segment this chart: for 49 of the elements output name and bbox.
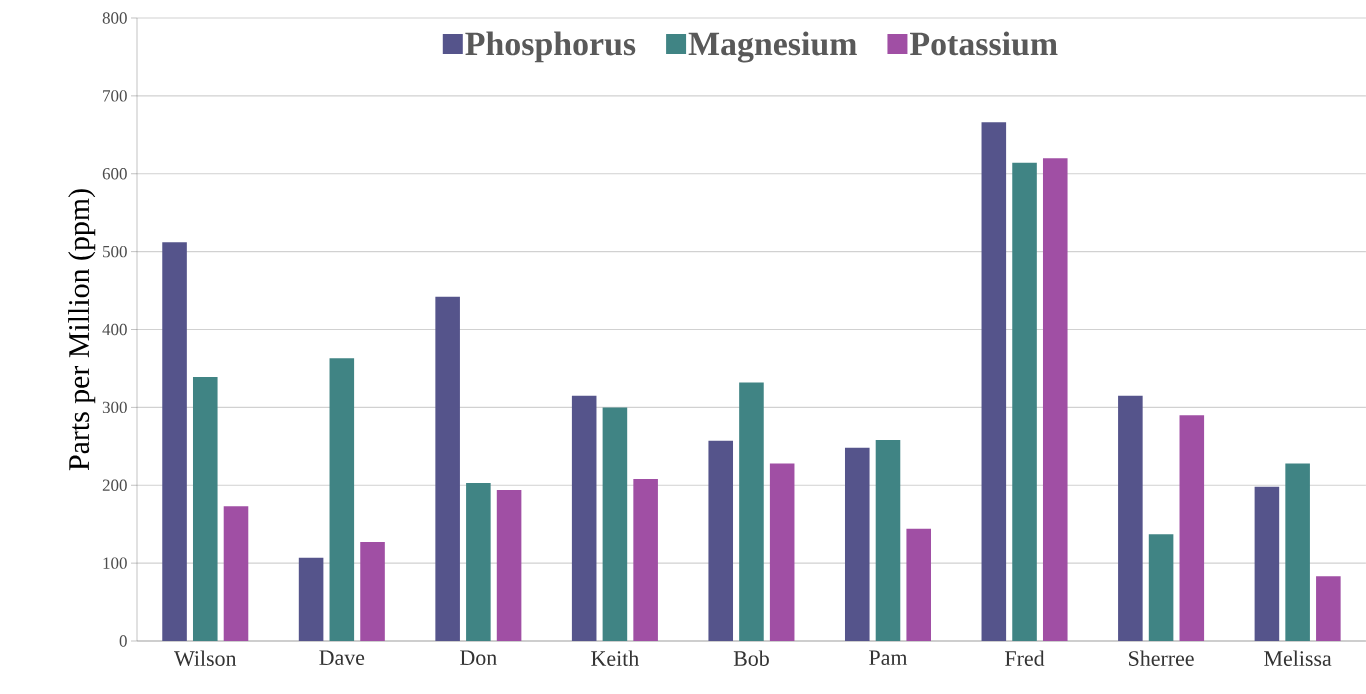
bar [466, 482, 491, 641]
bar [1179, 415, 1205, 641]
bar [633, 479, 658, 641]
y-tick-label: 400 [102, 323, 127, 336]
x-tick-label: Dave [319, 650, 365, 666]
bar [769, 463, 795, 641]
legend-label: Potassium [910, 31, 1058, 56]
legend-label: Magnesium [688, 31, 857, 63]
bar [1042, 158, 1068, 641]
bar [1012, 162, 1037, 641]
y-tick-label: 600 [102, 168, 127, 180]
legend-label: Phosphorus [465, 31, 636, 63]
bar [329, 358, 355, 641]
y-tick-label: 800 [102, 12, 127, 24]
bar [298, 557, 324, 641]
bar [1285, 463, 1310, 641]
x-tick-label: Don [460, 650, 497, 666]
bar [1148, 534, 1174, 641]
y-tick-label: 700 [103, 90, 127, 102]
bar [571, 395, 597, 641]
bar [192, 377, 218, 641]
bar [435, 296, 460, 641]
y-tick-label: 0 [119, 635, 127, 647]
x-tick-label: Melissa [1264, 650, 1332, 666]
x-tick-label: Fred [1005, 650, 1045, 666]
y-tick-label: 500 [103, 245, 127, 258]
bar [1316, 576, 1341, 641]
y-axis-title: Parts per Million (ppm) [68, 189, 96, 471]
bar [875, 440, 901, 641]
y-tick-label: 300 [102, 401, 127, 414]
bar [496, 489, 522, 641]
bar [1118, 395, 1143, 641]
bar [906, 528, 931, 641]
bar [602, 407, 628, 641]
bar [708, 440, 734, 641]
bar [223, 506, 249, 641]
x-tick-label: Keith [591, 650, 639, 666]
bar [1254, 486, 1280, 641]
bar [739, 382, 764, 641]
x-tick-label: Wilson [174, 650, 237, 667]
y-tick-label: 100 [103, 557, 127, 569]
x-tick-label: Sherree [1129, 650, 1194, 666]
bar [162, 242, 187, 641]
bar [360, 542, 385, 641]
x-tick-label: Pam [869, 650, 908, 666]
y-tick-label: 200 [102, 479, 127, 491]
bar [981, 122, 1007, 641]
x-tick-label: Bob [733, 650, 769, 666]
bar [844, 447, 870, 641]
